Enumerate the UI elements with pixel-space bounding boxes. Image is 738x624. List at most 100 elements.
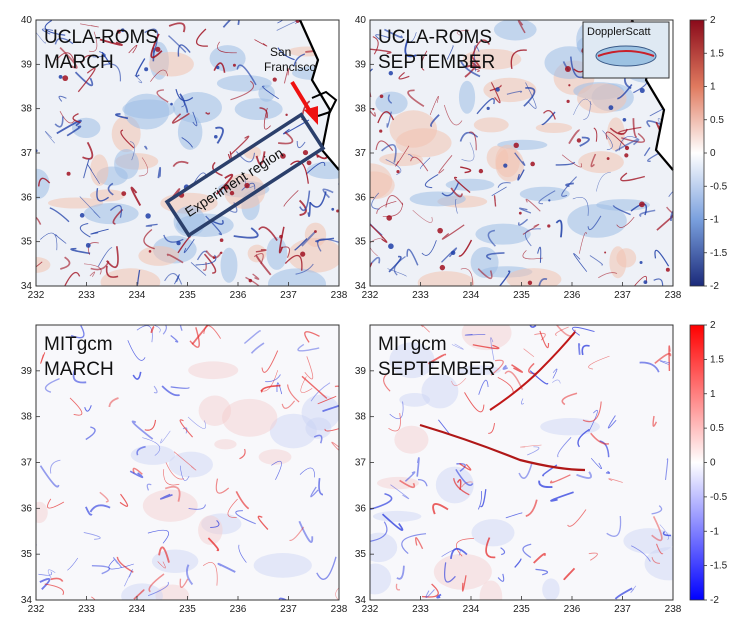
- colorbar-tick-label: 1.5: [710, 354, 724, 365]
- vorticity-filament: [127, 340, 146, 361]
- vorticity-filament: [451, 343, 464, 350]
- vorticity-filament: [456, 29, 470, 36]
- eddy-core: [85, 242, 91, 248]
- vorticity-filament: [317, 395, 337, 405]
- vorticity-filament: [534, 332, 546, 341]
- vorticity-filament: [58, 95, 67, 102]
- vorticity-filament: [651, 516, 663, 542]
- vorticity-filament: [77, 67, 96, 93]
- vorticity-filament: [398, 71, 410, 80]
- vorticity-filament: [416, 457, 420, 477]
- vorticity-filament: [443, 104, 463, 126]
- vorticity-filament: [668, 190, 673, 207]
- vorticity-filament: [583, 101, 591, 120]
- vorticity-filament: [450, 187, 464, 198]
- panel-roms-september-month: SEPTEMBER: [378, 52, 495, 73]
- vorticity-filament: [609, 127, 628, 135]
- vorticity-filament: [177, 235, 192, 254]
- x-tick-label: 233: [78, 604, 95, 615]
- y-tick-label: 35: [355, 237, 367, 248]
- panel-mitgcm-march: MITgcm MARCH 232 233 234 235 236 237 238 34 35 36…: [21, 324, 348, 615]
- vorticity-filament: [388, 255, 402, 273]
- y-tick-label: 36: [21, 503, 33, 514]
- vorticity-filament: [307, 201, 311, 217]
- vorticity-filament: [277, 131, 294, 145]
- vorticity-filament: [162, 325, 167, 335]
- eddy-core: [220, 251, 223, 254]
- vorticity-filament: [259, 107, 268, 119]
- vorticity-filament: [195, 254, 217, 266]
- vorticity-filament: [150, 325, 155, 334]
- eddy-blob: [544, 46, 595, 79]
- vorticity-filament: [555, 219, 563, 238]
- vorticity-filament: [239, 448, 246, 460]
- vorticity-filament: [131, 420, 154, 440]
- x-tick-label: 235: [179, 604, 196, 615]
- vorticity-filament: [385, 195, 404, 208]
- eddy-core: [121, 191, 127, 197]
- vorticity-filament: [459, 60, 481, 78]
- vorticity-filament: [177, 44, 191, 57]
- vorticity-filament: [82, 141, 94, 160]
- eddy-core: [232, 63, 236, 67]
- eddy-blob: [399, 392, 431, 407]
- vorticity-filament: [277, 20, 284, 24]
- vorticity-filament: [455, 468, 474, 486]
- eddy-core: [530, 161, 535, 167]
- vorticity-filament: [89, 271, 96, 278]
- panel-roms-march-axes: 232 233 234 235 236 237 238 34 35 36 37 38 39 40: [21, 15, 348, 301]
- y-tick-label: 35: [21, 237, 33, 248]
- vorticity-filament: [207, 537, 220, 552]
- vorticity-filament: [322, 188, 334, 199]
- vorticity-filament: [424, 173, 439, 189]
- x-tick-label: 236: [564, 290, 581, 301]
- vorticity-filament: [101, 51, 111, 65]
- vorticity-filament: [555, 161, 576, 166]
- vorticity-filament: [468, 131, 477, 151]
- eddy-blob: [234, 98, 283, 121]
- vorticity-filament: [519, 207, 532, 214]
- vorticity-filament: [235, 491, 250, 510]
- eddy-blob: [409, 191, 466, 207]
- vorticity-filament: [538, 480, 553, 489]
- colorbar-tick-label: -1.5: [710, 248, 728, 259]
- vorticity-filament: [171, 112, 190, 124]
- vorticity-filament: [383, 372, 391, 392]
- eddy-blob: [138, 246, 179, 266]
- vorticity-filament: [487, 229, 496, 247]
- eddy-core: [170, 102, 173, 106]
- vorticity-filament: [276, 382, 283, 395]
- vorticity-filament: [370, 109, 376, 117]
- eddy-core: [336, 209, 339, 213]
- vorticity-filament: [456, 478, 462, 490]
- vorticity-filament: [210, 219, 224, 225]
- vorticity-filament: [500, 547, 506, 556]
- x-tick-label: 235: [513, 604, 530, 615]
- vorticity-filament: [235, 510, 256, 525]
- vorticity-filament: [404, 38, 417, 58]
- vorticity-filament: [119, 493, 129, 507]
- vorticity-filament: [136, 325, 153, 343]
- vorticity-filament: [596, 172, 611, 192]
- eddy-blob: [623, 528, 673, 554]
- vorticity-filament: [245, 276, 260, 286]
- eddy-blob: [188, 361, 239, 380]
- eddy-blob: [577, 83, 627, 114]
- eddy-core: [622, 117, 627, 122]
- vorticity-filament: [59, 111, 76, 124]
- y-tick-label: 38: [355, 104, 367, 115]
- vorticity-filament: [153, 385, 158, 394]
- vorticity-filament: [567, 509, 587, 527]
- eddy-core: [388, 243, 394, 250]
- vorticity-filament: [459, 131, 479, 142]
- eddy-blob: [222, 398, 278, 437]
- vorticity-filament: [203, 562, 218, 586]
- vorticity-filament: [395, 145, 410, 167]
- eddy-blob: [616, 248, 637, 268]
- vorticity-filament: [377, 111, 395, 124]
- x-tick-label: 238: [331, 604, 348, 615]
- vorticity-filament: [253, 252, 264, 265]
- y-tick-label: 34: [21, 595, 33, 606]
- eddy-blob: [36, 256, 51, 273]
- vorticity-filament: [630, 585, 637, 593]
